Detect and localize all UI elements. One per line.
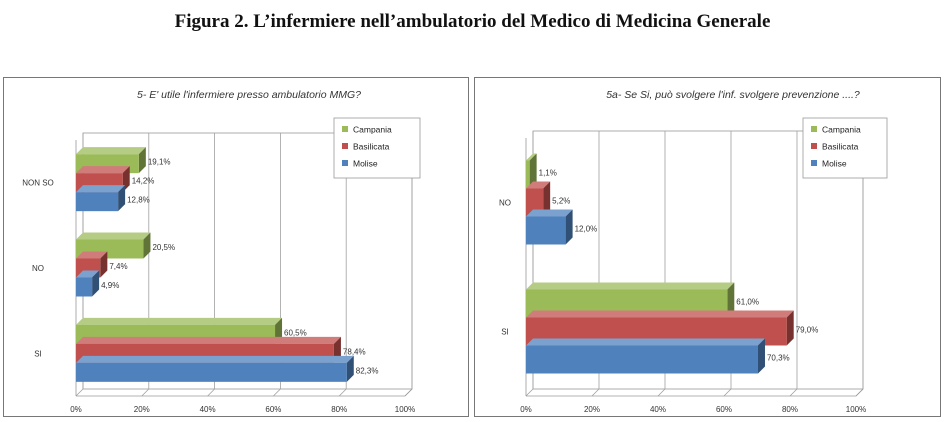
bar-top: [76, 355, 354, 363]
gridline: [75, 133, 84, 397]
chart-1: 5- E' utile l'infermiere presso ambulato…: [22, 89, 421, 414]
chart-title: 5- E' utile l'infermiere presso ambulato…: [137, 89, 361, 101]
bar: [526, 345, 758, 374]
bar-side: [786, 310, 794, 346]
category-label: NO: [499, 199, 511, 208]
legend-swatch: [342, 160, 348, 166]
data-label: 20,5%: [152, 243, 175, 252]
chart-panel-1: 5- E' utile l'infermiere presso ambulato…: [3, 77, 469, 417]
legend-label: Basilicata: [353, 142, 390, 152]
plot-floor: [526, 388, 864, 397]
bar-top: [526, 338, 765, 346]
data-label: 14,2%: [132, 177, 155, 186]
data-label: 61,0%: [736, 298, 759, 307]
bar-top: [526, 310, 794, 318]
gridline: [141, 133, 150, 397]
legend-label: Campania: [353, 125, 392, 135]
legend-swatch: [342, 126, 348, 132]
x-tick-label: 20%: [134, 405, 150, 414]
bar-top: [526, 153, 537, 161]
data-label: 19,1%: [148, 158, 171, 167]
category-label: SI: [34, 349, 42, 358]
bar-side: [565, 209, 573, 245]
gridline: [789, 131, 798, 397]
bar: [526, 160, 530, 189]
chart-2: 5a- Se Si, può svolgere l'inf. svolgere …: [499, 89, 888, 414]
bar-side: [727, 282, 735, 318]
gridline: [657, 131, 666, 397]
x-tick-label: 60%: [265, 405, 281, 414]
bar-top: [526, 181, 551, 189]
gridline: [591, 131, 600, 397]
bar-top: [526, 209, 573, 217]
x-tick-label: 100%: [846, 405, 866, 414]
x-tick-label: 40%: [200, 405, 216, 414]
bar-top: [76, 185, 126, 193]
bar-top: [76, 336, 341, 344]
bar-top: [76, 232, 151, 240]
bar-side: [100, 251, 108, 278]
category-label: NON SO: [22, 179, 54, 188]
x-tick-label: 80%: [331, 405, 347, 414]
data-label: 5,2%: [552, 197, 570, 206]
data-label: 70,3%: [767, 354, 790, 363]
bar-side: [529, 153, 537, 189]
legend-swatch: [811, 160, 817, 166]
legend-label: Molise: [822, 159, 847, 169]
data-label: 4,9%: [101, 281, 119, 290]
data-label: 1,1%: [539, 169, 557, 178]
data-label: 78,4%: [343, 347, 366, 356]
bar-side: [138, 147, 146, 174]
data-label: 12,8%: [127, 196, 150, 205]
legend-swatch: [811, 143, 817, 149]
bar-top: [76, 147, 146, 155]
x-tick-label: 80%: [782, 405, 798, 414]
bar-top: [76, 270, 100, 278]
bar: [526, 216, 566, 245]
data-label: 7,4%: [109, 262, 127, 271]
bar: [76, 192, 119, 212]
bar-side: [92, 270, 100, 297]
legend-swatch: [342, 143, 348, 149]
figure-title: Figura 2. L’infermiere nell’ambulatorio …: [174, 11, 771, 32]
x-tick-label: 60%: [716, 405, 732, 414]
chart-title: 5a- Se Si, può svolgere l'inf. svolgere …: [606, 89, 860, 101]
data-label: 60,5%: [284, 328, 307, 337]
bar-side: [757, 338, 765, 374]
x-tick-label: 40%: [650, 405, 666, 414]
legend-label: Basilicata: [822, 142, 859, 152]
bar-side: [118, 185, 126, 212]
gridline: [723, 131, 732, 397]
bar-side: [143, 232, 151, 259]
x-tick-label: 20%: [584, 405, 600, 414]
data-label: 82,3%: [356, 366, 379, 375]
bar-top: [76, 317, 283, 325]
bar: [76, 362, 347, 382]
legend-swatch: [811, 126, 817, 132]
bar-top: [76, 166, 130, 174]
bar-top: [526, 282, 735, 290]
bar-side: [346, 355, 354, 382]
legend-label: Molise: [353, 159, 378, 169]
gridline: [207, 133, 216, 397]
chart-panel-2: 5a- Se Si, può svolgere l'inf. svolgere …: [474, 77, 941, 417]
legend-label: Campania: [822, 125, 861, 135]
legend-box: [333, 117, 421, 179]
category-label: NO: [32, 264, 44, 273]
x-tick-label: 0%: [520, 405, 532, 414]
data-label: 79,0%: [796, 326, 819, 335]
data-label: 12,0%: [575, 225, 598, 234]
bar-side: [543, 181, 551, 217]
gridline: [338, 133, 347, 397]
bar: [76, 277, 93, 297]
x-tick-label: 100%: [395, 405, 415, 414]
gridline: [273, 133, 281, 397]
category-label: SI: [501, 328, 509, 337]
bar-top: [76, 251, 108, 259]
x-tick-label: 0%: [70, 405, 82, 414]
plot-floor: [76, 388, 413, 397]
